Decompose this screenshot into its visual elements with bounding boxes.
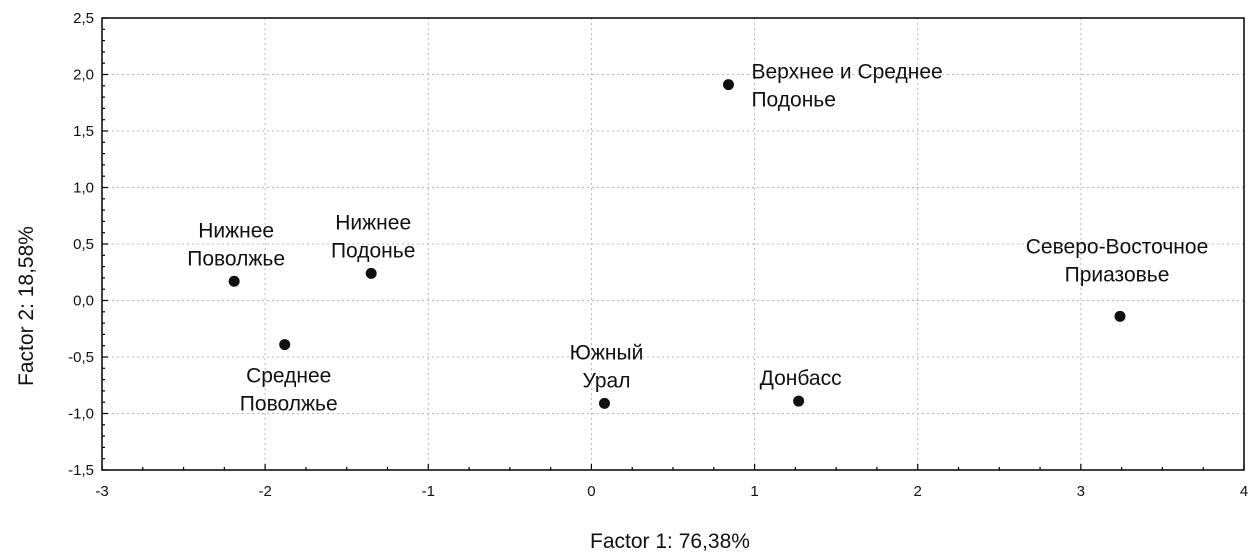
x-axis-title: Factor 1: 76,38% (590, 530, 750, 553)
x-tick-label: 0 (587, 483, 595, 500)
point-label: Южный Урал (570, 341, 644, 392)
point-label: Северо-Восточное Приазовье (1026, 235, 1208, 286)
point-label: Донбасс (760, 367, 842, 390)
x-tick-label: 2 (914, 483, 922, 500)
x-tick-label: -1 (422, 483, 435, 500)
point-label-line: Северо-Восточное (1026, 235, 1208, 258)
x-tick-label: 1 (750, 483, 758, 500)
scatter-point (598, 397, 610, 409)
point-label-line: Поволжье (240, 393, 338, 416)
y-tick-label: -1,5 (68, 462, 94, 479)
data-points (228, 79, 1126, 409)
x-tick-label: 3 (1077, 483, 1085, 500)
scatter-point (1114, 310, 1126, 322)
point-label: Верхнее и Среднее Подонье (751, 61, 942, 112)
scatter-point (722, 79, 734, 91)
grid-lines (102, 18, 1244, 470)
plot-area-frame (101, 17, 1245, 471)
scatter-point (793, 395, 805, 407)
point-label-line: Нижнее (198, 219, 274, 242)
point-label-line: Приазовье (1065, 263, 1170, 286)
scatter-point (279, 339, 291, 351)
y-axis-title: Factor 2: 18,58% (15, 226, 38, 386)
y-tick-label: 1,5 (73, 123, 94, 140)
point-label-line: Подонье (331, 239, 415, 262)
y-axis-tick-labels: -1,5 -1,0 -0,5 0,0 0,5 1,0 1,5 2,0 2,5 (68, 10, 94, 479)
x-tick-label: -2 (258, 483, 271, 500)
point-label-line: Урал (582, 369, 630, 392)
point-label-line: Нижнее (335, 211, 411, 234)
y-tick-label: 2,0 (73, 67, 94, 84)
x-axis-tick-labels: -3 -2 -1 0 1 2 3 4 (95, 483, 1248, 500)
y-tick-label: 0,0 (73, 293, 94, 310)
y-tick-label: -1,0 (68, 406, 94, 423)
y-tick-label: -0,5 (68, 349, 94, 366)
scatter-point (365, 267, 377, 279)
scatter-point (228, 275, 240, 287)
y-tick-label: 0,5 (73, 236, 94, 253)
point-label-line: Донбасс (760, 367, 842, 390)
point-label: Нижнее Подонье (331, 211, 415, 262)
x-tick-label: 4 (1240, 483, 1248, 500)
point-label-line: Верхнее и Среднее (751, 61, 942, 84)
point-label-line: Подонье (751, 89, 835, 112)
point-label: Нижнее Поволжье (187, 219, 285, 270)
y-tick-label: 1,0 (73, 180, 94, 197)
point-label-line: Поволжье (187, 247, 285, 270)
point-label-line: Южный (570, 341, 644, 364)
y-tick-label: 2,5 (73, 10, 94, 27)
x-tick-label: -3 (95, 483, 108, 500)
point-label-line: Среднее (246, 365, 331, 388)
point-label: Среднее Поволжье (240, 365, 338, 416)
